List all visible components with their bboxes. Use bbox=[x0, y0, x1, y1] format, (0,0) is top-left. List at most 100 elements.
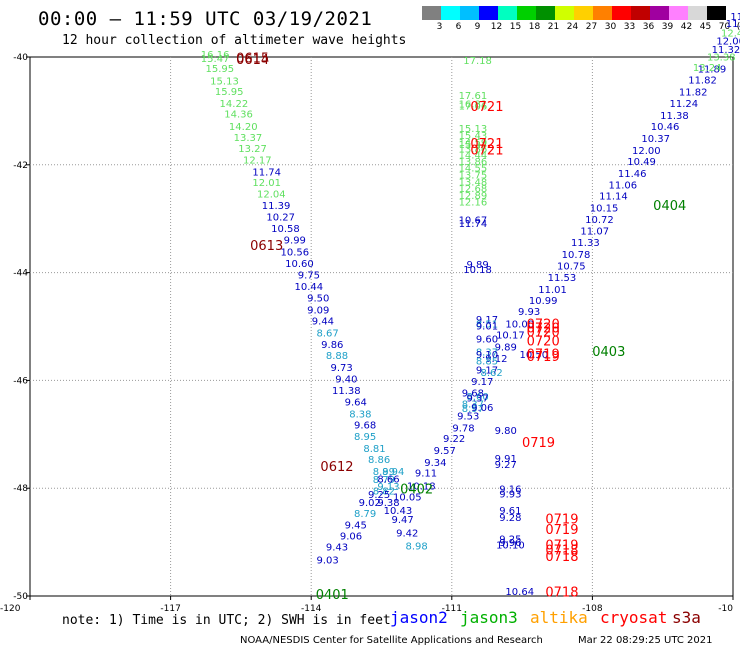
track-time-label: 0720 bbox=[527, 317, 560, 332]
track-time-label: 0721 bbox=[470, 144, 503, 159]
swh-value: 8.85 bbox=[476, 357, 498, 368]
swh-value: 11.33 bbox=[571, 238, 600, 249]
swh-value: 9.17 bbox=[476, 315, 498, 326]
swh-value: 10.99 bbox=[529, 296, 558, 307]
satellite-name-jason2: jason2 bbox=[390, 608, 448, 627]
swh-value: 9.53 bbox=[457, 412, 479, 423]
swh-value: 13.38 bbox=[707, 53, 736, 64]
satellite-name-cryosat: cryosat bbox=[600, 608, 668, 627]
swh-value: 9.44 bbox=[312, 317, 334, 328]
swh-value: 9.61 bbox=[499, 506, 521, 517]
swh-value: 8.99 bbox=[373, 467, 395, 478]
color-swatch bbox=[650, 6, 669, 20]
lon-tick-label: -10 bbox=[718, 604, 733, 614]
lon-tick-label: -117 bbox=[160, 604, 180, 614]
swh-value: 9.25 bbox=[368, 490, 390, 501]
swh-value: 9.38 bbox=[377, 498, 399, 509]
lon-tick-label: -120 bbox=[0, 604, 21, 614]
note-text: note: 1) Time is in UTC; 2) SWH is in fe… bbox=[62, 613, 391, 628]
lat-tick-label: -44 bbox=[13, 269, 28, 279]
swh-value: 15.13 bbox=[210, 76, 239, 87]
swh-value: 9.50 bbox=[307, 293, 329, 304]
track-time-label: 0719 bbox=[522, 436, 555, 451]
swh-value: 9.40 bbox=[335, 374, 357, 385]
swh-value: 11.74 bbox=[252, 167, 281, 178]
color-swatch bbox=[631, 6, 650, 20]
color-swatch bbox=[441, 6, 460, 20]
swh-value: 10.05 bbox=[393, 492, 422, 503]
color-scale-label: 15 bbox=[509, 22, 522, 32]
swh-value: 12.16 bbox=[459, 198, 488, 209]
swh-value: 12.17 bbox=[243, 155, 272, 166]
swh-value: 14.22 bbox=[220, 99, 249, 110]
swh-value: 9.45 bbox=[345, 520, 367, 531]
swh-value: 8.97 bbox=[462, 404, 484, 415]
swh-value: 9.43 bbox=[326, 542, 348, 553]
swh-value: 9.09 bbox=[307, 305, 329, 316]
swh-value: 12.44 bbox=[721, 28, 740, 39]
swh-value: 10.46 bbox=[651, 122, 680, 133]
swh-value: 9.93 bbox=[518, 307, 540, 318]
lat-tick-label: -48 bbox=[13, 484, 28, 494]
color-swatch bbox=[555, 6, 574, 20]
swh-value: 11.38 bbox=[660, 111, 689, 122]
swh-value: 9.89 bbox=[466, 260, 488, 271]
swh-value: 9.10 bbox=[476, 350, 498, 361]
swh-value: 14.36 bbox=[224, 110, 253, 121]
lat-tick-label: -42 bbox=[13, 161, 28, 171]
footer-timestamp: Mar 22 08:29:25 UTC 2021 bbox=[578, 635, 713, 646]
swh-value: 16.16 bbox=[201, 50, 230, 61]
swh-value: 9.03 bbox=[316, 555, 338, 566]
swh-value: 8.94 bbox=[382, 467, 404, 478]
swh-value: 8.38 bbox=[349, 409, 371, 420]
lat-tick-label: -50 bbox=[13, 592, 28, 602]
track-time-label: 0718 bbox=[545, 550, 578, 565]
swh-value: 9.34 bbox=[424, 458, 446, 469]
track-time-label: 0720 bbox=[527, 322, 560, 337]
swh-value: 11.53 bbox=[548, 273, 577, 284]
swh-value: 9.68 bbox=[462, 388, 484, 399]
swh-value: 11.06 bbox=[609, 180, 638, 191]
satellite-name-jason3: jason3 bbox=[460, 608, 518, 627]
color-swatch bbox=[498, 6, 517, 20]
track-time-label: 0721 bbox=[470, 137, 503, 152]
swh-value: 11.01 bbox=[538, 285, 567, 296]
swh-value: 9.91 bbox=[495, 454, 517, 465]
map-grid bbox=[30, 57, 733, 596]
color-scale-label: 39 bbox=[661, 22, 674, 32]
swh-value: 10.50 bbox=[519, 350, 548, 361]
color-swatch bbox=[536, 6, 555, 20]
lon-tick-label: -108 bbox=[582, 604, 603, 614]
swh-value: 14.20 bbox=[229, 122, 258, 133]
swh-value: 8.88 bbox=[326, 351, 348, 362]
swh-value: 9.57 bbox=[434, 446, 456, 457]
swh-points: 16.1615.4715.9515.1315.9514.2214.3614.20… bbox=[201, 12, 740, 598]
chart-subtitle: 12 hour collection of altimeter wave hei… bbox=[62, 33, 407, 48]
swh-value: 13.86 bbox=[459, 157, 488, 168]
color-scale-label: 45 bbox=[699, 22, 712, 32]
swh-value: 10.37 bbox=[641, 134, 670, 145]
swh-value: 11.07 bbox=[580, 227, 609, 238]
swh-value: 13.24 bbox=[693, 63, 722, 74]
color-scale-label: 42 bbox=[680, 22, 693, 32]
swh-value: 15.13 bbox=[459, 124, 488, 135]
swh-value: 11.24 bbox=[669, 99, 698, 110]
color-scale-legend bbox=[422, 6, 726, 20]
swh-value: 9.06 bbox=[340, 532, 362, 543]
swh-value: 10.27 bbox=[266, 213, 295, 224]
swh-value: 11.82 bbox=[679, 88, 708, 99]
color-scale-label: 12 bbox=[490, 22, 503, 32]
swh-value: 11.32 bbox=[712, 45, 740, 56]
swh-value: 10.44 bbox=[295, 282, 324, 293]
track-time-label: 0401 bbox=[316, 588, 349, 603]
swh-value: 8.79 bbox=[373, 475, 395, 486]
color-swatch bbox=[669, 6, 688, 20]
chart-title: 00:00 – 11:59 UTC 03/19/2021 bbox=[38, 8, 373, 30]
track-time-label: 0613 bbox=[250, 239, 283, 254]
swh-value: 9.06 bbox=[471, 403, 493, 414]
color-scale-label: 30 bbox=[604, 22, 617, 32]
swh-value: 11.39 bbox=[262, 201, 291, 212]
swh-value: 13.27 bbox=[238, 144, 267, 155]
swh-value: 11.89 bbox=[698, 64, 727, 75]
